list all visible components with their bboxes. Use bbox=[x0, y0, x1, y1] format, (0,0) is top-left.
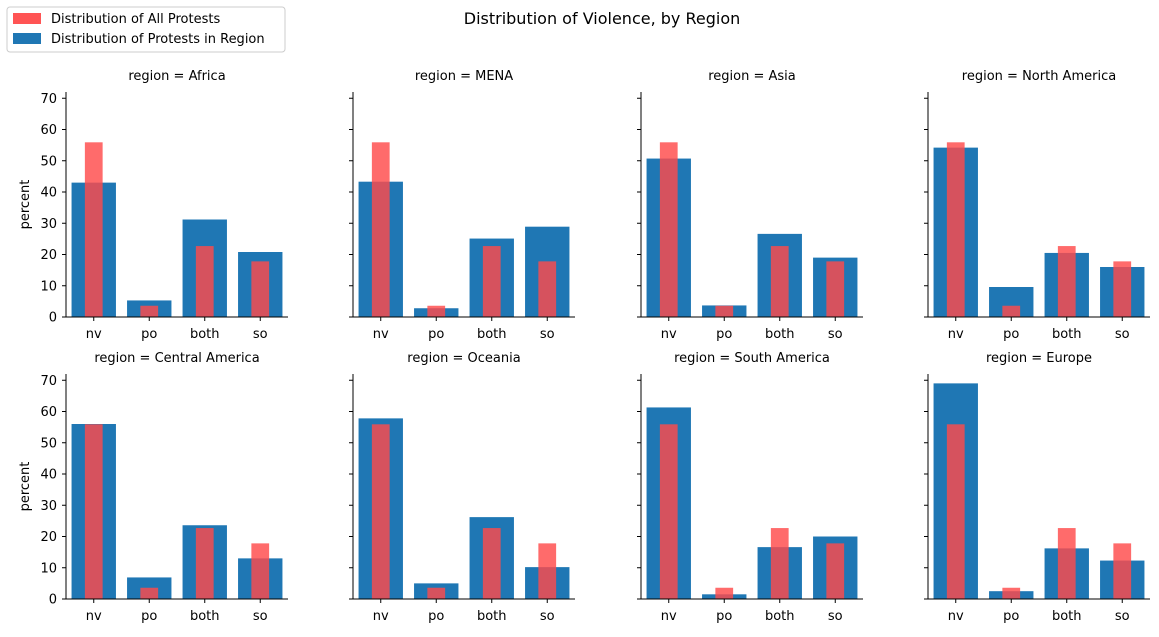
x-tick-label-5-1: po bbox=[428, 609, 444, 624]
bar-overall-0-both bbox=[195, 246, 214, 317]
x-tick-label-4-2: both bbox=[190, 609, 220, 624]
x-tick-label-1-1: po bbox=[428, 327, 444, 342]
bar-overall-2-both bbox=[770, 246, 789, 317]
x-tick-label-5-0: nv bbox=[373, 609, 389, 624]
y-tick-label-0-7: 70 bbox=[40, 92, 57, 107]
bar-overall-1-so bbox=[538, 261, 557, 317]
x-tick-label-7-1: po bbox=[1003, 609, 1019, 624]
y-tick-label-0-4: 40 bbox=[40, 186, 57, 201]
x-tick-label-3-0: nv bbox=[948, 327, 964, 342]
y-tick-label-0-5: 50 bbox=[40, 154, 57, 169]
y-tick-label-0-2: 20 bbox=[40, 248, 57, 263]
x-tick-label-6-3: so bbox=[828, 609, 843, 624]
x-tick-label-6-0: nv bbox=[661, 609, 677, 624]
bar-overall-5-so bbox=[538, 543, 557, 599]
y-tick-label-4-6: 60 bbox=[40, 405, 57, 420]
legend-swatch-1 bbox=[13, 33, 41, 44]
y-tick-label-0-6: 60 bbox=[40, 123, 57, 138]
bar-overall-4-po bbox=[140, 587, 159, 599]
bar-overall-0-nv bbox=[84, 142, 103, 317]
bar-overall-6-both bbox=[770, 528, 789, 599]
bar-overall-7-both bbox=[1057, 528, 1076, 599]
bar-overall-2-po bbox=[715, 305, 734, 317]
bar-overall-6-so bbox=[826, 543, 845, 599]
bar-overall-6-nv bbox=[659, 424, 678, 599]
x-tick-label-7-3: so bbox=[1115, 609, 1130, 624]
x-tick-label-3-3: so bbox=[1115, 327, 1130, 342]
y-tick-label-4-4: 40 bbox=[40, 468, 57, 483]
x-tick-label-2-3: so bbox=[828, 327, 843, 342]
x-tick-label-0-0: nv bbox=[86, 327, 102, 342]
y-tick-label-4-1: 10 bbox=[40, 561, 57, 576]
x-tick-label-4-1: po bbox=[141, 609, 157, 624]
panel-title-2: region = Asia bbox=[708, 69, 796, 84]
x-tick-label-0-1: po bbox=[141, 327, 157, 342]
x-tick-label-7-2: both bbox=[1052, 609, 1082, 624]
y-tick-label-4-0: 0 bbox=[49, 593, 57, 608]
x-tick-label-7-0: nv bbox=[948, 609, 964, 624]
bar-overall-3-nv bbox=[946, 142, 965, 317]
x-tick-label-5-3: so bbox=[540, 609, 555, 624]
x-tick-label-6-1: po bbox=[716, 609, 732, 624]
panel-title-4: region = Central America bbox=[94, 351, 259, 366]
bar-overall-7-so bbox=[1113, 543, 1132, 599]
bar-overall-2-so bbox=[826, 261, 845, 317]
x-tick-label-2-2: both bbox=[765, 327, 795, 342]
x-tick-label-2-1: po bbox=[716, 327, 732, 342]
bar-overall-0-so bbox=[251, 261, 270, 317]
bar-overall-4-nv bbox=[84, 424, 103, 599]
bar-overall-7-po bbox=[1002, 587, 1021, 599]
y-tick-label-4-3: 30 bbox=[40, 499, 57, 514]
x-tick-label-2-0: nv bbox=[661, 327, 677, 342]
bar-overall-0-po bbox=[140, 305, 159, 317]
x-tick-label-1-0: nv bbox=[373, 327, 389, 342]
bar-overall-1-po bbox=[427, 305, 446, 317]
y-axis-label-4: percent bbox=[18, 462, 33, 512]
y-tick-label-0-3: 30 bbox=[40, 217, 57, 232]
x-tick-label-1-3: so bbox=[540, 327, 555, 342]
x-tick-label-0-3: so bbox=[253, 327, 268, 342]
chart-title: Distribution of Violence, by Region bbox=[464, 9, 741, 28]
bar-overall-5-nv bbox=[371, 424, 390, 599]
panel-title-3: region = North America bbox=[962, 69, 1116, 84]
bar-overall-7-nv bbox=[946, 424, 965, 599]
bar-overall-3-so bbox=[1113, 261, 1132, 317]
bar-overall-4-both bbox=[195, 528, 214, 599]
bar-overall-5-both bbox=[482, 528, 501, 599]
legend-label-0: Distribution of All Protests bbox=[51, 12, 220, 27]
bar-overall-3-po bbox=[1002, 305, 1021, 317]
panel-title-7: region = Europe bbox=[986, 351, 1092, 366]
bar-overall-2-nv bbox=[659, 142, 678, 317]
x-tick-label-3-1: po bbox=[1003, 327, 1019, 342]
legend-label-1: Distribution of Protests in Region bbox=[51, 32, 265, 47]
x-tick-label-3-2: both bbox=[1052, 327, 1082, 342]
y-axis-label-0: percent bbox=[18, 180, 33, 230]
bar-overall-4-so bbox=[251, 543, 270, 599]
bar-overall-5-po bbox=[427, 587, 446, 599]
x-tick-label-6-2: both bbox=[765, 609, 795, 624]
y-tick-label-4-2: 20 bbox=[40, 530, 57, 545]
legend-box bbox=[6, 6, 286, 53]
x-tick-label-4-0: nv bbox=[86, 609, 102, 624]
y-tick-label-4-7: 70 bbox=[40, 374, 57, 389]
bar-overall-6-po bbox=[715, 587, 734, 599]
y-tick-label-4-5: 50 bbox=[40, 436, 57, 451]
x-tick-label-5-2: both bbox=[477, 609, 507, 624]
x-tick-label-0-2: both bbox=[190, 327, 220, 342]
y-tick-label-0-1: 10 bbox=[40, 279, 57, 294]
panel-title-6: region = South America bbox=[674, 351, 830, 366]
x-tick-label-4-3: so bbox=[253, 609, 268, 624]
bar-overall-1-both bbox=[482, 246, 501, 317]
bar-overall-3-both bbox=[1057, 246, 1076, 317]
x-tick-label-1-2: both bbox=[477, 327, 507, 342]
legend-swatch-0 bbox=[13, 13, 41, 24]
panel-title-1: region = MENA bbox=[415, 69, 513, 84]
panel-title-0: region = Africa bbox=[128, 69, 225, 84]
panel-title-5: region = Oceania bbox=[407, 351, 520, 366]
y-tick-label-0-0: 0 bbox=[49, 311, 57, 326]
bar-overall-1-nv bbox=[371, 142, 390, 317]
